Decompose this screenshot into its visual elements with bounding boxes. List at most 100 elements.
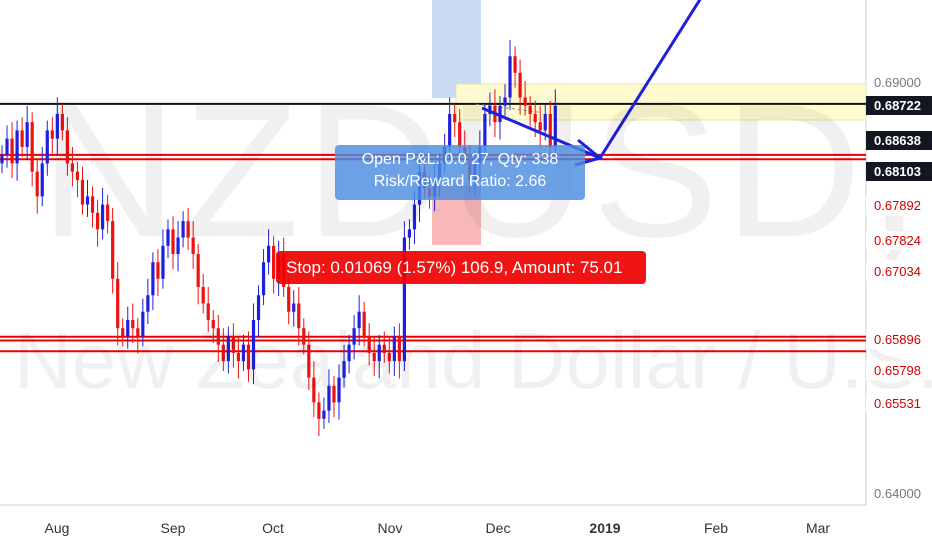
candle-body [15,130,19,164]
candle-body [116,278,120,329]
candle-body [538,122,542,131]
candle [332,375,336,418]
candle [171,216,175,269]
candle-body [266,245,271,263]
candle-body [256,295,261,320]
candle-body [317,402,321,419]
candle [85,179,90,217]
candle-body [20,130,24,147]
target-zone [432,0,481,98]
candle-body [141,311,145,337]
candle [45,120,49,176]
candle [106,194,110,234]
candle [392,326,396,376]
candle-body [75,171,80,180]
candle [266,229,271,275]
candle-body [151,262,155,296]
candle [90,186,95,228]
price-label: 0.67824 [866,231,932,250]
candle [191,221,195,269]
candle [377,334,381,379]
price-label: 0.65896 [866,330,932,349]
candle-body [332,385,336,403]
candle-body [25,122,29,147]
candle-body [251,319,256,370]
candle [241,334,246,372]
candle-body [543,113,547,131]
candle [372,336,376,376]
candle [402,221,406,372]
candle-body [246,344,251,370]
candlestick-series [0,39,557,437]
candle-body [387,352,391,362]
candle [211,310,215,344]
stop-label[interactable]: Stop: 0.01069 (1.57%) 106.9, Amount: 75.… [276,251,646,284]
candle [101,188,105,240]
candle [518,59,522,115]
candle-body [121,328,125,337]
candle-body [156,262,160,279]
candle-body [362,311,366,337]
candle [95,199,100,247]
candle [246,331,251,382]
candle-body [392,336,396,362]
candle-body [453,113,457,123]
candle-body [216,328,220,345]
candle-body [226,336,230,362]
candle-body [90,196,95,213]
candle [523,81,527,116]
time-label: Sep [160,520,186,536]
candle-body [483,113,487,147]
candle-body [45,130,49,164]
candle-body [186,221,190,238]
candle-body [458,122,462,147]
candle [528,95,532,127]
price-label: 0.67892 [866,196,932,215]
candle [156,249,160,297]
candle [307,331,311,390]
candle [161,229,165,289]
candle-body [206,303,210,320]
candle-body [5,138,9,156]
time-label: Aug [44,520,70,536]
candle-body [372,352,376,362]
open-pnl-label[interactable]: Open P&L: 0.0 27, Qty: 338 Risk/Reward R… [335,145,585,200]
candle-body [503,97,507,106]
candle [181,211,185,248]
candle [55,97,59,156]
candle [136,318,140,354]
candle-body [307,344,311,378]
price-label: 0.69000 [874,75,921,90]
price-label: 0.67034 [866,262,932,281]
candle-body [55,113,59,139]
candle-body [448,113,452,147]
candle [131,303,135,344]
candle [0,145,4,174]
candle [272,235,276,294]
candle-body [40,163,44,197]
candle [367,323,371,366]
pnl-line-2: Risk/Reward Ratio: 2.66 [373,173,547,190]
candle-body [261,262,266,296]
candle-body [407,229,412,238]
candle-body [412,204,417,230]
candle-body [131,319,135,329]
candle [20,117,24,157]
candle [317,392,321,437]
candle [10,122,14,179]
candle [126,306,130,349]
candle [322,397,326,429]
pnl-line-1: Open P&L: 0.0 27, Qty: 338 [361,151,559,168]
candle [261,249,266,306]
candle [287,277,291,325]
candle-body [327,385,331,411]
candle-body [518,72,522,98]
candle [256,285,261,338]
candle [121,318,125,347]
candle [201,273,205,314]
candle [35,158,39,214]
candle [508,39,512,110]
candle-body [85,196,90,205]
candle-body [292,303,296,312]
candle-body [377,344,381,362]
